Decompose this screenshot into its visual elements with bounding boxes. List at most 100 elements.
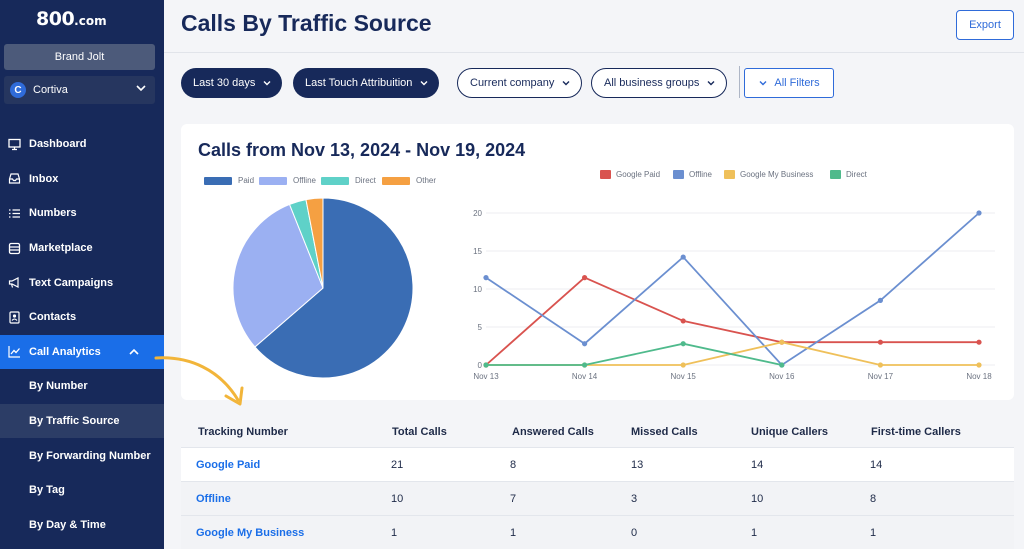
pie-slice-offline[interactable] [232, 203, 324, 348]
pie-legend-direct[interactable]: Direct [321, 176, 376, 185]
logo[interactable]: 800.com [36, 8, 107, 30]
data-point[interactable] [877, 297, 883, 303]
sidebar-item-label: Call Analytics [29, 345, 101, 358]
pie-legend-offline[interactable]: Offline [259, 176, 316, 185]
sidebar-item-dashboard[interactable]: Dashboard [0, 127, 164, 162]
sidebar-item-label: Dashboard [29, 138, 87, 151]
sidebar: 800.com Brand Jolt C Cortiva Dashboard I… [0, 0, 164, 549]
col-unique-callers[interactable]: Unique Callers [751, 426, 829, 438]
chevron-down-icon [420, 81, 428, 86]
col-answered-calls[interactable]: Answered Calls [512, 426, 594, 438]
business-groups-filter[interactable]: All business groups [591, 68, 728, 98]
cell: 13 [631, 459, 644, 471]
line-chart: 0 5 10 15 20 Nov 13 Nov 14 Nov 15 Nov 16 Nov 17 No… [473, 209, 995, 381]
chevron-up-icon [129, 348, 139, 355]
line-legend-direct[interactable]: Direct [830, 170, 867, 179]
sidebar-item-label: Contacts [29, 311, 77, 324]
col-total-calls[interactable]: Total Calls [392, 426, 447, 438]
cell: 1 [870, 527, 877, 539]
filter-label: All business groups [604, 77, 700, 89]
series-line-direct [486, 342, 782, 366]
row-source-link[interactable]: Google Paid [196, 459, 261, 471]
data-point[interactable] [976, 339, 982, 345]
legend-label: Offline [689, 170, 712, 179]
legend-swatch [600, 170, 611, 179]
data-point[interactable] [582, 362, 588, 368]
cell: 8 [510, 459, 517, 471]
sidebar-item-inbox[interactable]: Inbox [0, 162, 164, 197]
sidebar-item-text-campaigns[interactable]: Text Campaigns [0, 265, 164, 300]
legend-swatch [321, 176, 349, 185]
data-point[interactable] [680, 341, 686, 347]
all-filters-button[interactable]: All Filters [744, 68, 834, 98]
data-point[interactable] [976, 362, 982, 368]
export-button[interactable]: Export [956, 10, 1014, 40]
col-tracking-number[interactable]: Tracking Number [198, 426, 288, 438]
data-point[interactable] [779, 362, 785, 368]
line-legend-google-my-business[interactable]: Google My Business [724, 170, 813, 179]
logo-main: 800 [36, 8, 75, 30]
logo-suffix: .com [74, 14, 107, 28]
line-legend-google-paid[interactable]: Google Paid [600, 170, 660, 179]
data-point[interactable] [582, 341, 588, 347]
company-avatar: C [10, 82, 26, 98]
legend-swatch [382, 176, 410, 185]
series-line-google-paid [485, 276, 979, 366]
sidebar-item-marketplace[interactable]: Marketplace [0, 231, 164, 266]
data-point[interactable] [680, 362, 686, 368]
pie-slice-other[interactable] [305, 197, 324, 289]
company-filter[interactable]: Current company [457, 68, 583, 98]
sidebar-item-contacts[interactable]: Contacts [0, 300, 164, 335]
date-range-filter[interactable]: Last 30 days [181, 68, 283, 98]
x-tick-label: Nov 17 [868, 372, 894, 381]
brand-switcher[interactable]: Brand Jolt [4, 44, 155, 70]
sidebar-item-label: Text Campaigns [29, 276, 114, 289]
y-tick-label: 0 [478, 361, 483, 370]
subnav-by-number[interactable]: By Number [29, 380, 88, 393]
subnav-by-traffic-source[interactable]: By Traffic Source [0, 403, 164, 439]
row-source-link[interactable]: Google My Business [196, 527, 305, 539]
chevron-down-icon [136, 85, 146, 92]
sidebar-item-numbers[interactable]: Numbers [0, 196, 164, 231]
legend-swatch [259, 176, 287, 185]
chart-line-icon [8, 346, 20, 358]
attribution-filter[interactable]: Last Touch Attribuition [293, 68, 440, 98]
x-tick-label: Nov 15 [671, 372, 697, 381]
row-source-link[interactable]: Offline [196, 493, 231, 505]
line-legend-offline[interactable]: Offline [673, 170, 712, 179]
company-switcher[interactable]: C Cortiva [4, 76, 155, 104]
data-point[interactable] [779, 339, 785, 345]
legend-label: Direct [846, 170, 867, 179]
y-tick-label: 20 [473, 209, 482, 218]
data-point[interactable] [877, 362, 883, 368]
col-missed-calls[interactable]: Missed Calls [631, 426, 698, 438]
data-point[interactable] [976, 210, 982, 216]
data-point[interactable] [582, 275, 588, 281]
x-tick-label: Nov 18 [966, 372, 992, 381]
data-point[interactable] [680, 318, 686, 324]
data-point[interactable] [483, 362, 489, 368]
table-row: Google My Business 1 1 0 1 1 [181, 515, 1014, 549]
cell: 10 [391, 493, 404, 505]
sidebar-item-call-analytics[interactable]: Call Analytics [0, 334, 164, 370]
subnav-by-tag[interactable]: By Tag [29, 484, 65, 497]
subnav-by-day-time[interactable]: By Day & Time [29, 518, 106, 531]
x-tick-label: Nov 13 [473, 372, 499, 381]
filter-label: Current company [470, 77, 555, 89]
pie-legend-paid[interactable]: Paid [204, 176, 254, 185]
x-tick-label: Nov 16 [769, 372, 795, 381]
col-first-time-callers[interactable]: First-time Callers [871, 426, 961, 438]
megaphone-icon [8, 277, 19, 289]
data-point[interactable] [680, 254, 686, 260]
filter-label: Last Touch Attribuition [305, 77, 413, 89]
sidebar-item-label: Numbers [29, 207, 77, 220]
pie-slice-paid[interactable] [254, 197, 414, 379]
filter-label: All Filters [774, 77, 820, 89]
data-point[interactable] [877, 339, 883, 345]
x-tick-label: Nov 14 [572, 372, 598, 381]
data-point[interactable] [483, 275, 489, 281]
table-header: Tracking Number Total Calls Answered Cal… [181, 420, 1014, 446]
subnav-by-forwarding-number[interactable]: By Forwarding Number [29, 449, 151, 462]
monitor-icon [8, 138, 21, 150]
pie-legend-other[interactable]: Other [382, 176, 436, 185]
